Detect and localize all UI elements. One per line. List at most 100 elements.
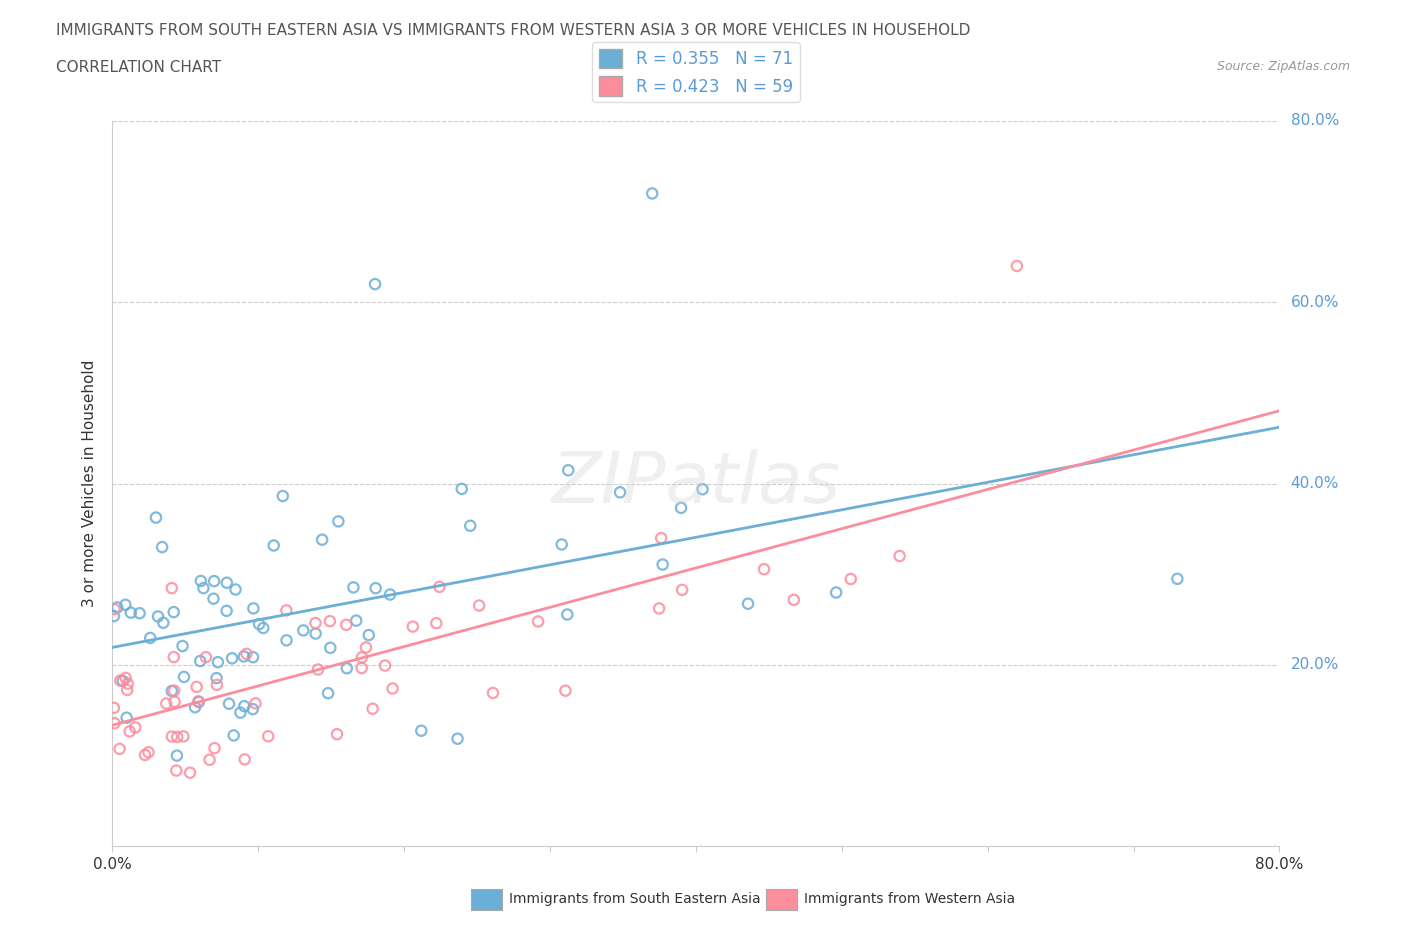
Point — [202, 591, 225, 606]
Point — [889, 549, 911, 564]
Text: 80.0%: 80.0% — [1291, 113, 1339, 128]
Text: CORRELATION CHART: CORRELATION CHART — [56, 60, 221, 75]
Point — [146, 609, 169, 624]
Point — [450, 482, 472, 497]
Point — [145, 511, 167, 525]
Point — [648, 601, 671, 616]
Point — [651, 557, 673, 572]
Point — [429, 579, 451, 594]
Text: Immigrants from Western Asia: Immigrants from Western Asia — [804, 892, 1015, 907]
Point — [468, 598, 491, 613]
Point — [222, 728, 245, 743]
Point — [425, 616, 447, 631]
Point — [671, 582, 693, 597]
Point — [205, 671, 228, 685]
Point — [124, 720, 146, 735]
Point — [350, 660, 373, 675]
Point — [235, 646, 257, 661]
Point — [257, 729, 280, 744]
Point — [609, 485, 631, 499]
Point — [103, 608, 125, 623]
Point — [165, 764, 187, 778]
Point — [207, 655, 229, 670]
Point — [245, 696, 267, 711]
Point — [276, 633, 298, 648]
Point — [198, 752, 221, 767]
Text: 60.0%: 60.0% — [1291, 295, 1339, 310]
Point — [737, 596, 759, 611]
Point — [316, 685, 339, 700]
Point — [163, 650, 186, 665]
Point — [752, 562, 775, 577]
Point — [184, 699, 207, 714]
Point — [482, 685, 505, 700]
Point — [204, 740, 226, 755]
Point — [105, 600, 128, 615]
Point — [190, 574, 212, 589]
Point — [179, 765, 201, 780]
Point — [232, 649, 254, 664]
Point — [194, 650, 217, 665]
Point — [187, 694, 209, 709]
Point — [276, 603, 298, 618]
Point — [155, 696, 177, 711]
Point — [173, 670, 195, 684]
Point — [128, 605, 150, 620]
Point — [378, 587, 401, 602]
Point — [242, 650, 264, 665]
Point — [364, 277, 387, 292]
Y-axis label: 3 or more Vehicles in Household: 3 or more Vehicles in Household — [82, 360, 97, 607]
Point — [152, 616, 174, 631]
Point — [215, 576, 238, 591]
Point — [229, 705, 252, 720]
Point — [263, 538, 285, 553]
Point — [252, 620, 274, 635]
Point — [205, 677, 228, 692]
Point — [218, 697, 240, 711]
Text: Immigrants from South Eastern Asia: Immigrants from South Eastern Asia — [509, 892, 761, 907]
Point — [103, 716, 125, 731]
Point — [336, 661, 359, 676]
Point — [247, 617, 270, 631]
Point — [242, 702, 264, 717]
Text: 40.0%: 40.0% — [1291, 476, 1339, 491]
Point — [117, 676, 139, 691]
Point — [669, 500, 692, 515]
Point — [233, 698, 256, 713]
Point — [160, 729, 183, 744]
Legend: R = 0.355   N = 71, R = 0.423   N = 59: R = 0.355 N = 71, R = 0.423 N = 59 — [592, 42, 800, 102]
Point — [202, 574, 225, 589]
Point — [555, 607, 578, 622]
Point — [166, 748, 188, 763]
Point — [118, 724, 141, 738]
Point — [307, 662, 329, 677]
Text: 20.0%: 20.0% — [1291, 658, 1339, 672]
Point — [120, 605, 142, 620]
Point — [357, 628, 380, 643]
Point — [111, 673, 134, 688]
Point — [783, 592, 806, 607]
Point — [103, 700, 125, 715]
Point — [225, 582, 247, 597]
Point — [134, 748, 156, 763]
Point — [554, 684, 576, 698]
Point — [292, 623, 315, 638]
Point — [160, 684, 183, 698]
Point — [650, 531, 672, 546]
Point — [402, 619, 425, 634]
Point — [115, 683, 138, 698]
Point — [374, 658, 396, 673]
Point — [114, 597, 136, 612]
Point — [172, 729, 194, 744]
Point — [242, 601, 264, 616]
Point — [326, 726, 349, 741]
Point — [110, 673, 132, 688]
Point — [193, 580, 215, 595]
Point — [557, 463, 579, 478]
Point — [342, 580, 364, 595]
Point — [150, 539, 173, 554]
Point — [839, 572, 862, 587]
Point — [641, 186, 664, 201]
Point — [166, 729, 188, 744]
Point — [138, 745, 160, 760]
